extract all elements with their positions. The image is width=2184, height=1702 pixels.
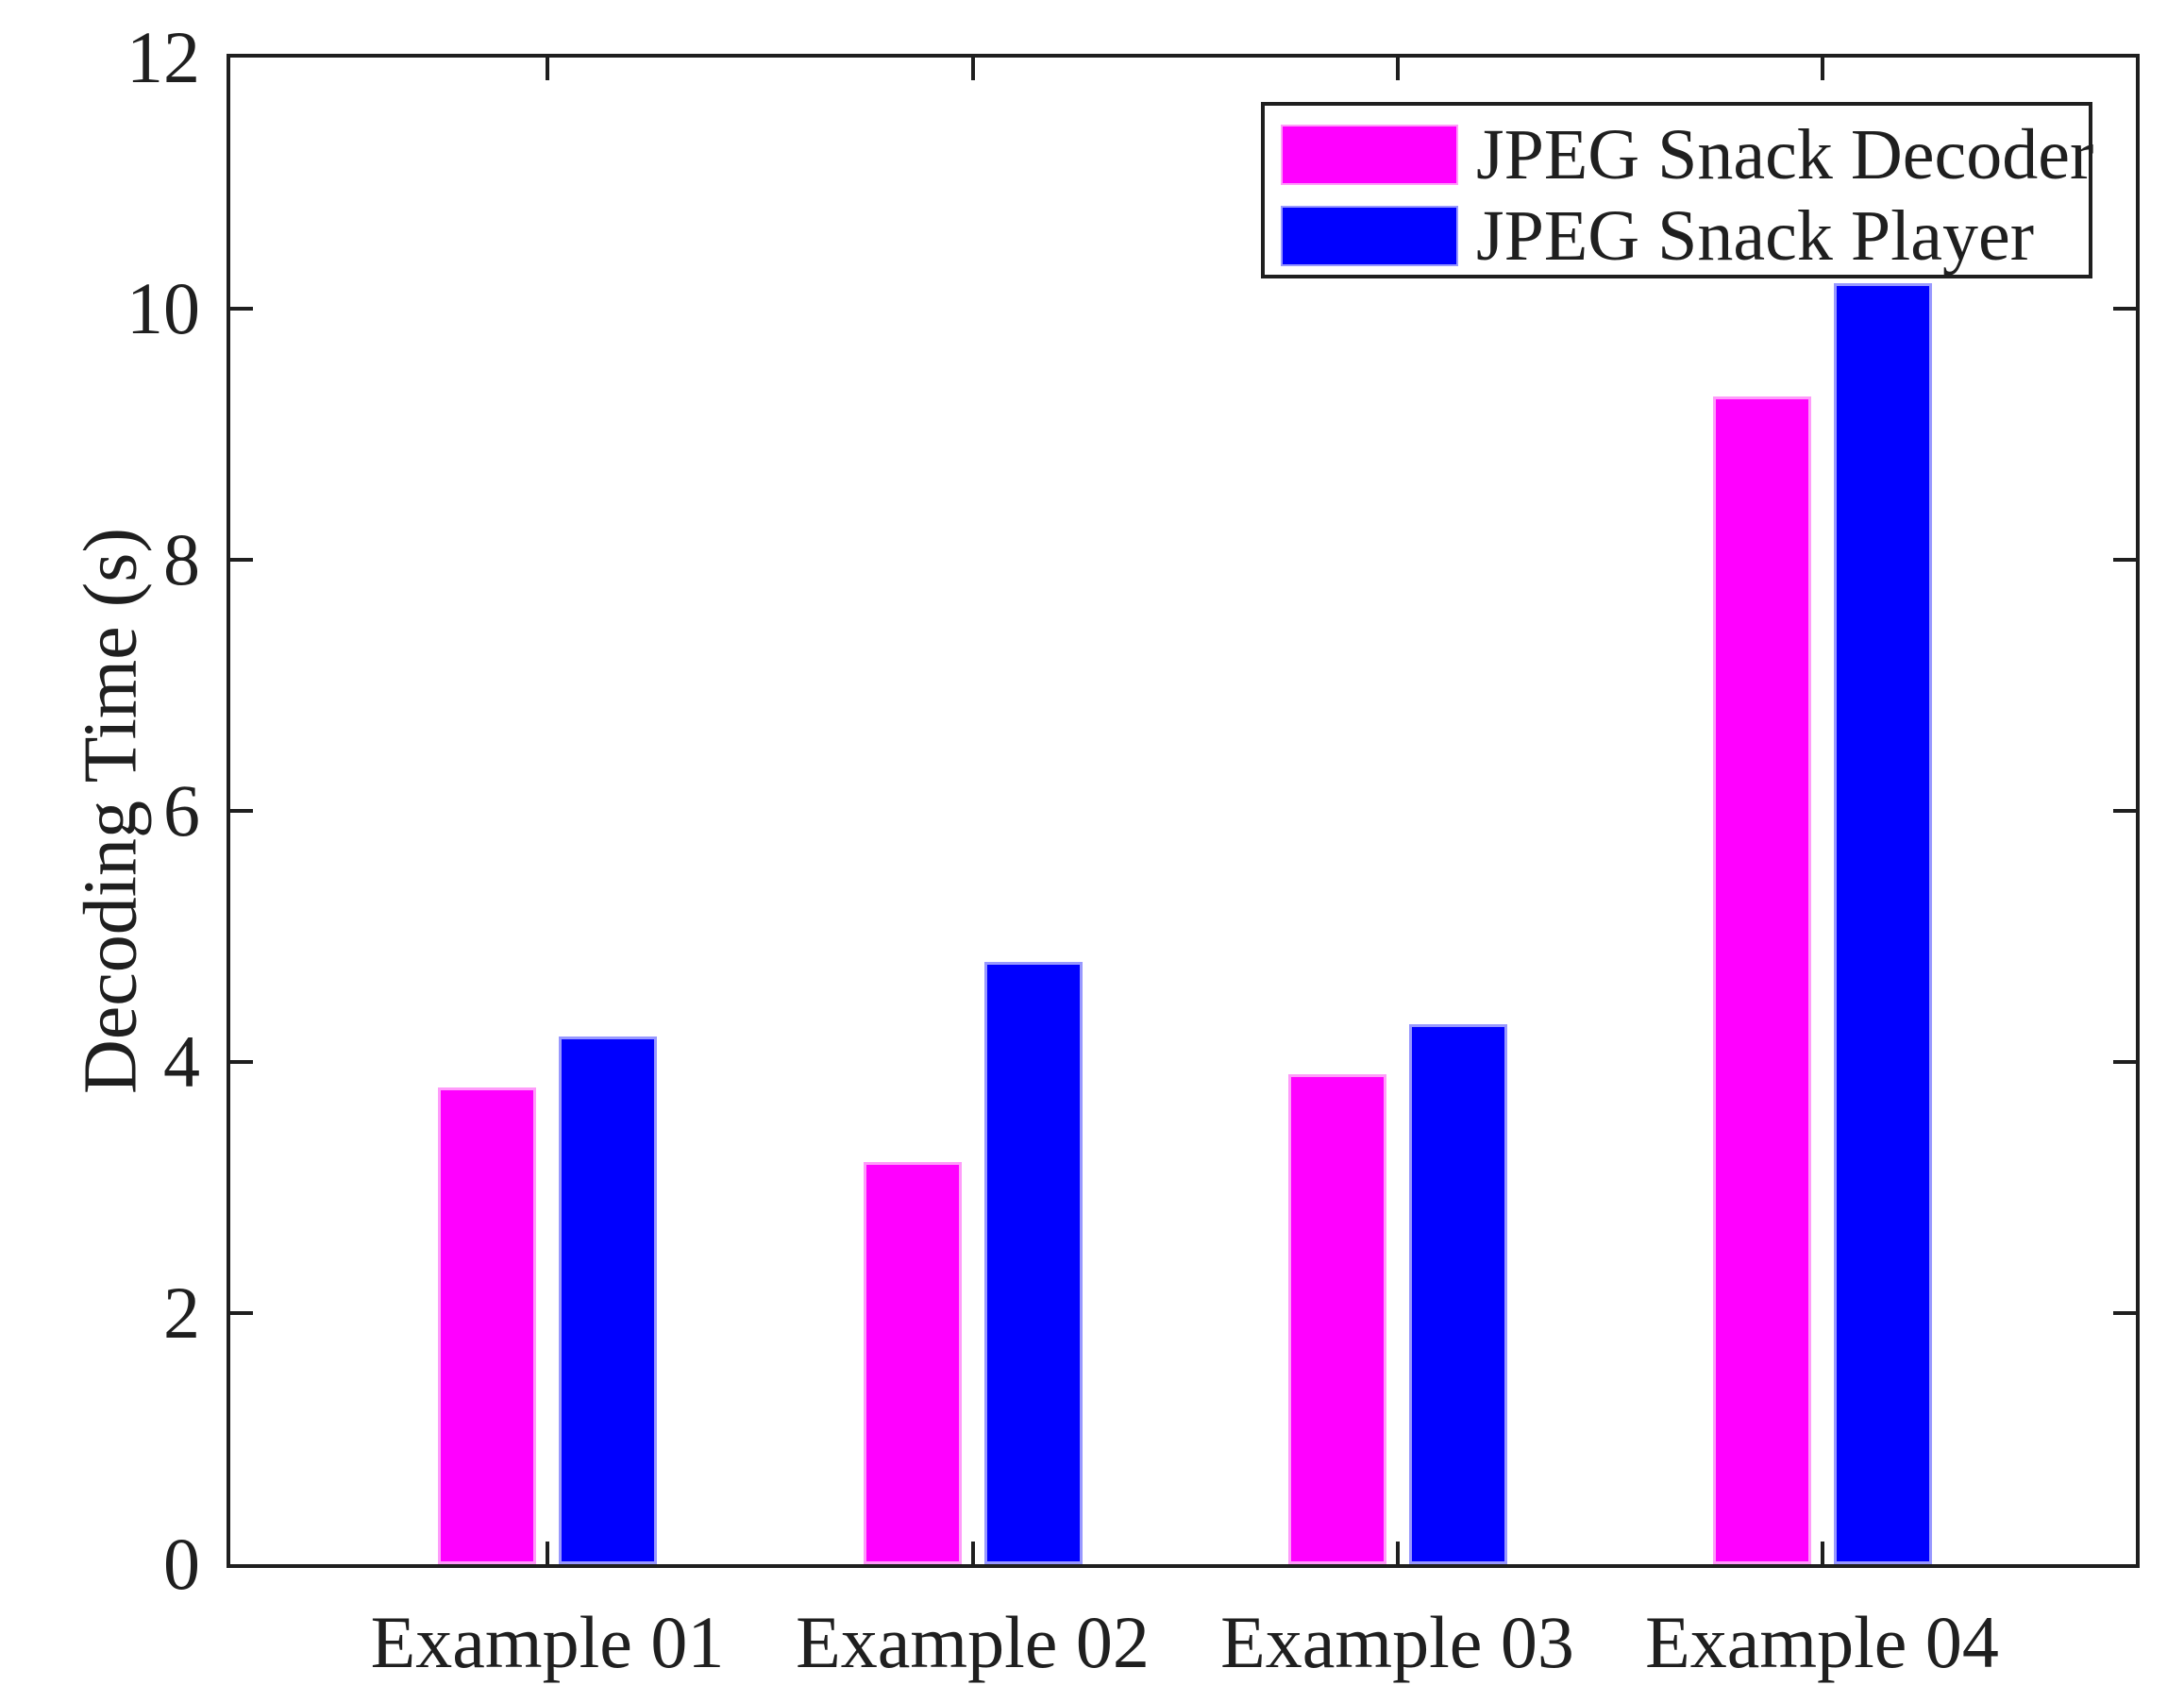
plot-area — [227, 54, 2140, 1568]
bar-player — [1833, 283, 1932, 1564]
y-tick-labels: 0 2 4 6 8 10 12 — [0, 21, 200, 1601]
y-tick-right — [2113, 809, 2136, 813]
y-tick-left — [230, 809, 253, 813]
x-tick-top — [970, 58, 975, 80]
x-tick-bottom — [546, 1542, 549, 1564]
x-tick-top — [1820, 58, 1824, 80]
y-tick-left — [230, 1311, 253, 1315]
y-tick-label: 6 — [163, 769, 200, 851]
y-tick-right — [2113, 558, 2136, 562]
y-tick-label: 8 — [163, 518, 200, 600]
y-tick-label: 0 — [163, 1523, 200, 1605]
x-tick-label: Example 04 — [1645, 1601, 1999, 1683]
bar-decoder — [438, 1087, 536, 1564]
x-tick-top — [1395, 58, 1400, 80]
bar-player — [559, 1036, 657, 1564]
x-tick-top — [546, 58, 549, 80]
legend-label: JPEG Snack Decoder — [1476, 115, 2094, 194]
x-tick-label: Example 03 — [1220, 1601, 1574, 1683]
bar-decoder — [1712, 396, 1811, 1564]
y-tick-left — [230, 558, 253, 562]
bar-player — [983, 961, 1083, 1564]
legend-label: JPEG Snack Player — [1476, 196, 2035, 276]
y-tick-right — [2113, 1060, 2136, 1064]
y-tick-right — [2113, 1311, 2136, 1315]
bar-player — [1408, 1024, 1507, 1564]
y-tick-left — [230, 307, 253, 311]
bar-decoder — [863, 1162, 962, 1564]
x-tick-bottom — [1395, 1542, 1400, 1564]
x-tick-bottom — [970, 1542, 975, 1564]
legend-swatch-player — [1281, 206, 1458, 266]
x-tick-label: Example 01 — [370, 1601, 725, 1683]
legend-swatch-decoder — [1281, 125, 1458, 185]
y-tick-label: 2 — [163, 1272, 200, 1354]
y-tick-label: 12 — [126, 16, 200, 98]
bar-decoder — [1287, 1074, 1386, 1564]
legend: JPEG Snack Decoder JPEG Snack Player — [1261, 102, 2094, 278]
x-tick-label: Example 02 — [796, 1601, 1150, 1683]
y-tick-right — [2113, 307, 2136, 311]
y-tick-label: 4 — [163, 1020, 200, 1103]
x-tick-bottom — [1820, 1542, 1824, 1564]
x-tick-labels: Example 01 Example 02 Example 03 Example 04 — [227, 1568, 2140, 1700]
y-tick-label: 10 — [126, 267, 200, 349]
y-tick-left — [230, 1060, 253, 1064]
